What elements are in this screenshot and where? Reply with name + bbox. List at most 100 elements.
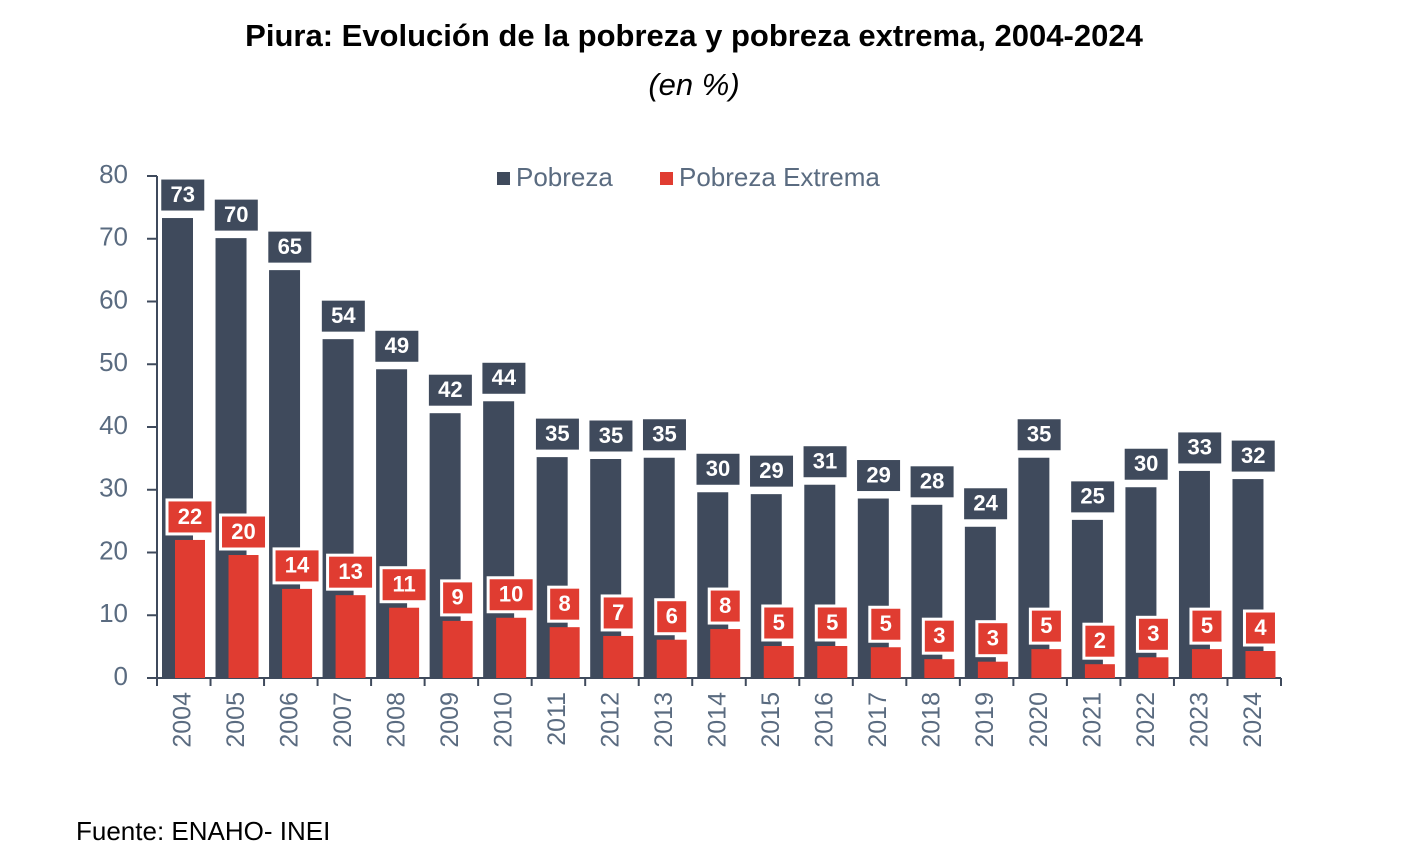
x-tick-label: 2010	[490, 692, 518, 748]
value-label: 28	[920, 469, 944, 494]
value-label: 24	[973, 491, 998, 516]
label-box	[1135, 615, 1171, 653]
value-label: 73	[171, 182, 195, 207]
y-tick-label: 70	[99, 222, 128, 252]
value-label: 13	[338, 559, 362, 584]
label-box	[600, 594, 636, 632]
label-box	[211, 196, 261, 234]
x-tick-label: 2009	[436, 692, 464, 748]
x-tick-label: 2019	[971, 692, 999, 748]
label-box	[1028, 607, 1064, 645]
bar	[282, 588, 313, 678]
value-label: 32	[1241, 443, 1265, 468]
bar	[656, 639, 687, 678]
label-box	[265, 228, 315, 266]
bar	[763, 645, 794, 678]
bar	[1245, 651, 1276, 678]
label-box	[1242, 609, 1278, 647]
y-tick-label: 50	[99, 347, 128, 377]
label-box	[272, 547, 322, 585]
label-box	[1068, 478, 1118, 516]
bar	[228, 555, 259, 678]
label-box	[1121, 445, 1171, 483]
x-tick-label: 2018	[918, 692, 946, 748]
bar	[1031, 649, 1062, 678]
x-tick-label: 2004	[168, 692, 196, 748]
legend-label: Pobreza Extrema	[679, 162, 880, 192]
label-box	[318, 297, 368, 335]
bar	[1138, 657, 1169, 678]
value-label: 65	[278, 234, 302, 259]
value-label: 30	[706, 456, 730, 481]
value-label: 3	[987, 625, 999, 650]
legend-label: Pobreza	[516, 162, 613, 192]
label-box	[1082, 622, 1118, 660]
y-tick-label: 10	[99, 598, 128, 628]
label-box	[1189, 607, 1225, 645]
x-tick-label: 2013	[650, 692, 678, 748]
bar	[1084, 664, 1115, 678]
y-tick-label: 60	[99, 284, 128, 314]
bar	[549, 627, 580, 678]
bar	[335, 595, 366, 678]
bar	[977, 661, 1008, 678]
bar	[389, 607, 420, 678]
label-box	[907, 463, 957, 501]
y-tick-label: 0	[114, 661, 128, 691]
label-box	[761, 604, 797, 642]
x-tick-label: 2021	[1078, 692, 1106, 748]
y-tick-label: 20	[99, 535, 128, 565]
value-label: 8	[559, 591, 571, 616]
value-label: 35	[599, 423, 623, 448]
legend-swatch	[660, 172, 673, 185]
label-box	[961, 485, 1011, 523]
value-label: 6	[666, 604, 678, 629]
value-label: 25	[1080, 484, 1104, 509]
x-tick-label: 2016	[811, 692, 839, 748]
value-label: 5	[880, 611, 892, 636]
value-label: 42	[438, 377, 462, 402]
bar	[1232, 479, 1264, 678]
value-label: 54	[331, 303, 356, 328]
chart-title: Piura: Evolución de la pobreza y pobreza…	[245, 18, 1143, 53]
label-box	[868, 605, 904, 643]
label-box	[165, 498, 215, 536]
bar	[924, 659, 955, 678]
value-label: 22	[178, 504, 202, 529]
y-tick-label: 80	[99, 159, 128, 189]
value-label: 29	[759, 458, 783, 483]
x-tick-label: 2020	[1025, 692, 1053, 748]
bar	[442, 620, 473, 678]
value-label: 5	[826, 610, 838, 635]
label-box	[158, 176, 208, 214]
bar	[603, 635, 634, 678]
label-box	[379, 566, 429, 604]
label-box	[854, 457, 904, 495]
value-label: 11	[392, 572, 415, 597]
bar	[1018, 457, 1050, 678]
label-box	[372, 327, 422, 365]
value-label: 31	[813, 449, 837, 474]
value-label: 10	[499, 582, 523, 607]
value-label: 70	[224, 202, 248, 227]
x-tick-label: 2008	[382, 692, 410, 748]
value-label: 20	[231, 519, 255, 544]
x-tick-label: 2006	[275, 692, 303, 748]
value-label: 33	[1187, 435, 1211, 460]
value-label: 14	[285, 553, 310, 578]
value-label: 4	[1254, 615, 1267, 640]
label-box	[425, 371, 475, 409]
bar	[1191, 649, 1222, 678]
legend-swatch	[497, 172, 510, 185]
value-label: 35	[545, 421, 569, 446]
value-label: 30	[1134, 451, 1158, 476]
x-tick-label: 2012	[597, 692, 625, 748]
label-box	[747, 452, 797, 490]
x-tick-label: 2005	[222, 692, 250, 748]
x-tick-label: 2023	[1185, 692, 1213, 748]
label-box	[547, 585, 583, 623]
x-tick-label: 2011	[543, 692, 571, 746]
label-box	[800, 443, 850, 481]
label-box	[975, 620, 1011, 658]
value-label: 3	[1147, 621, 1159, 646]
